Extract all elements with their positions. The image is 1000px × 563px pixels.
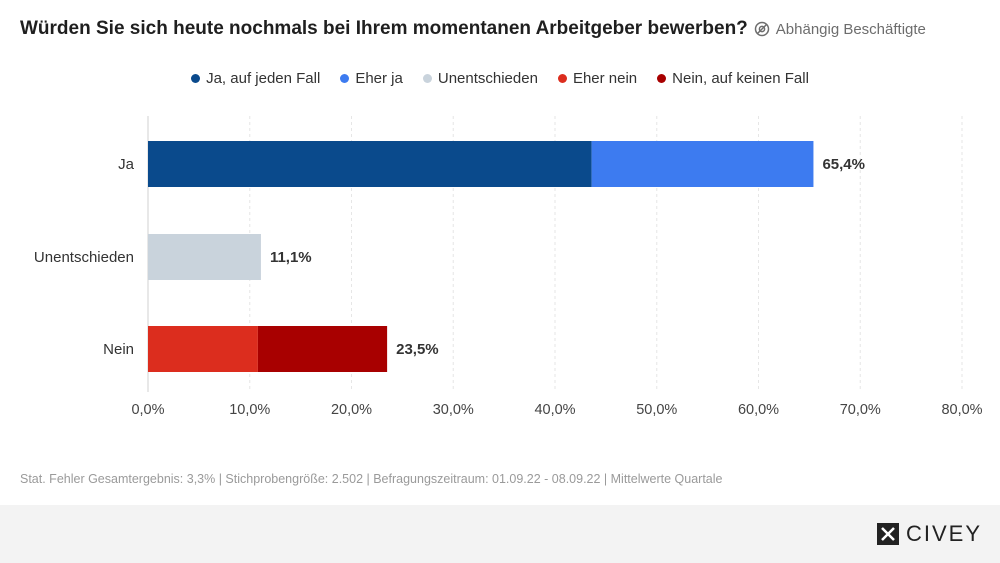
legend-label: Eher nein bbox=[572, 70, 638, 87]
legend-dot bbox=[340, 74, 350, 83]
legend-item-unentschieden[interactable]: Unentschieden bbox=[422, 70, 538, 87]
category-label: Unentschieden bbox=[34, 249, 134, 266]
x-tick-label: 0,0% bbox=[131, 402, 164, 418]
x-tick-label: 70,0% bbox=[840, 402, 881, 418]
target-group-icon bbox=[754, 21, 770, 37]
subtitle-group[interactable]: Abhängig Beschäftigte bbox=[754, 21, 926, 38]
legend-label: Eher ja bbox=[355, 70, 403, 87]
total-label: 23,5% bbox=[396, 341, 439, 358]
legend-dot bbox=[557, 74, 567, 83]
x-tick-label: 60,0% bbox=[738, 402, 779, 418]
x-tick-label: 20,0% bbox=[331, 402, 372, 418]
x-tick-label: 10,0% bbox=[229, 402, 270, 418]
bar-segment[interactable] bbox=[148, 234, 261, 280]
brand[interactable]: CIVEY bbox=[876, 521, 982, 547]
total-label: 11,1% bbox=[270, 249, 312, 266]
bar-segment[interactable] bbox=[148, 326, 258, 372]
legend: Ja, auf jeden Fall Eher ja Unentschieden… bbox=[0, 70, 1000, 87]
legend-item-ja-auf-jeden-fall[interactable]: Ja, auf jeden Fall bbox=[191, 70, 320, 87]
legend-label: Unentschieden bbox=[437, 70, 538, 87]
footnote: Stat. Fehler Gesamtergebnis: 3,3% | Stic… bbox=[20, 472, 723, 486]
x-tick-label: 50,0% bbox=[636, 402, 677, 418]
chart-subtitle: Abhängig Beschäftigte bbox=[775, 20, 926, 38]
bar-segment[interactable] bbox=[257, 326, 388, 372]
total-label: 65,4% bbox=[822, 156, 865, 173]
x-tick-label: 40,0% bbox=[534, 402, 575, 418]
legend-item-eher-nein[interactable]: Eher nein bbox=[557, 70, 638, 87]
category-label: Nein bbox=[103, 341, 134, 358]
civey-logo-icon bbox=[876, 523, 899, 545]
x-tick-label: 80,0% bbox=[941, 402, 982, 418]
legend-label: Nein, auf keinen Fall bbox=[672, 70, 809, 87]
chart-title: Würden Sie sich heute nochmals bei Ihrem… bbox=[20, 18, 748, 39]
legend-dot bbox=[422, 74, 432, 83]
legend-label: Ja, auf jeden Fall bbox=[206, 70, 321, 87]
legend-dot bbox=[191, 74, 201, 83]
bar-segment[interactable] bbox=[591, 141, 814, 187]
legend-dot bbox=[657, 74, 667, 83]
footer-bar: CIVEY bbox=[0, 505, 1000, 563]
bar-segment[interactable] bbox=[148, 141, 592, 187]
bar-chart: Ja 65,4% Unentschieden 11,1% Nein 23,5% 0,0% 10… bbox=[34, 116, 983, 418]
legend-item-nein-auf-keinen-fall[interactable]: Nein, auf keinen Fall bbox=[657, 70, 809, 87]
brand-name: CIVEY bbox=[905, 521, 982, 546]
legend-item-eher-ja[interactable]: Eher ja bbox=[340, 70, 403, 87]
category-label: Ja bbox=[118, 156, 135, 173]
chart-header: Würden Sie sich heute nochmals bei Ihrem… bbox=[20, 15, 980, 43]
x-tick-label: 30,0% bbox=[433, 402, 474, 418]
